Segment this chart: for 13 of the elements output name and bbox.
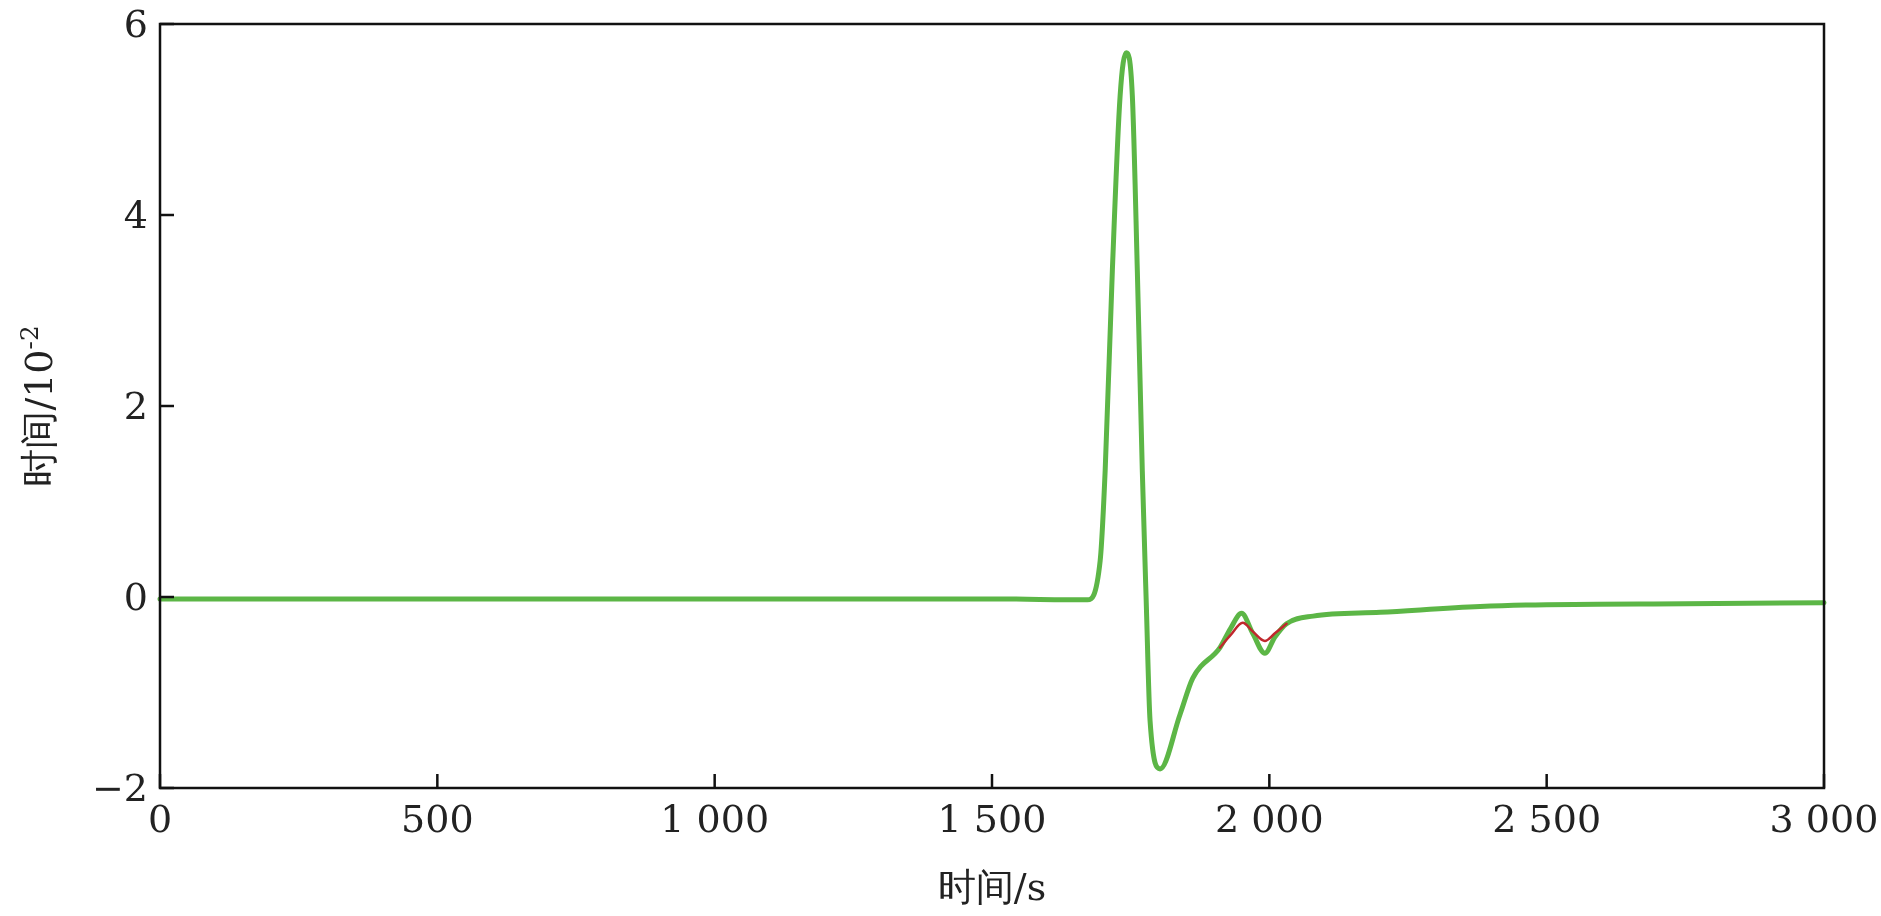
x-tick-label: 2 000 [1214,797,1324,841]
y-tick-label: 2 [123,384,148,428]
x-tick-label: 1 000 [660,797,770,841]
x-tick-label: 2 500 [1492,797,1602,841]
y-tick-label: 6 [123,2,148,46]
line-series [1218,621,1288,649]
y-tick-label: 4 [123,193,148,237]
x-tick-label: 500 [401,797,474,841]
y-tick-label: 0 [123,575,148,619]
x-tick-label: 1 500 [937,797,1047,841]
x-tick-label: 3 000 [1769,797,1879,841]
x-axis-title: 时间/s [937,865,1047,909]
y-tick-label: −2 [91,766,148,810]
